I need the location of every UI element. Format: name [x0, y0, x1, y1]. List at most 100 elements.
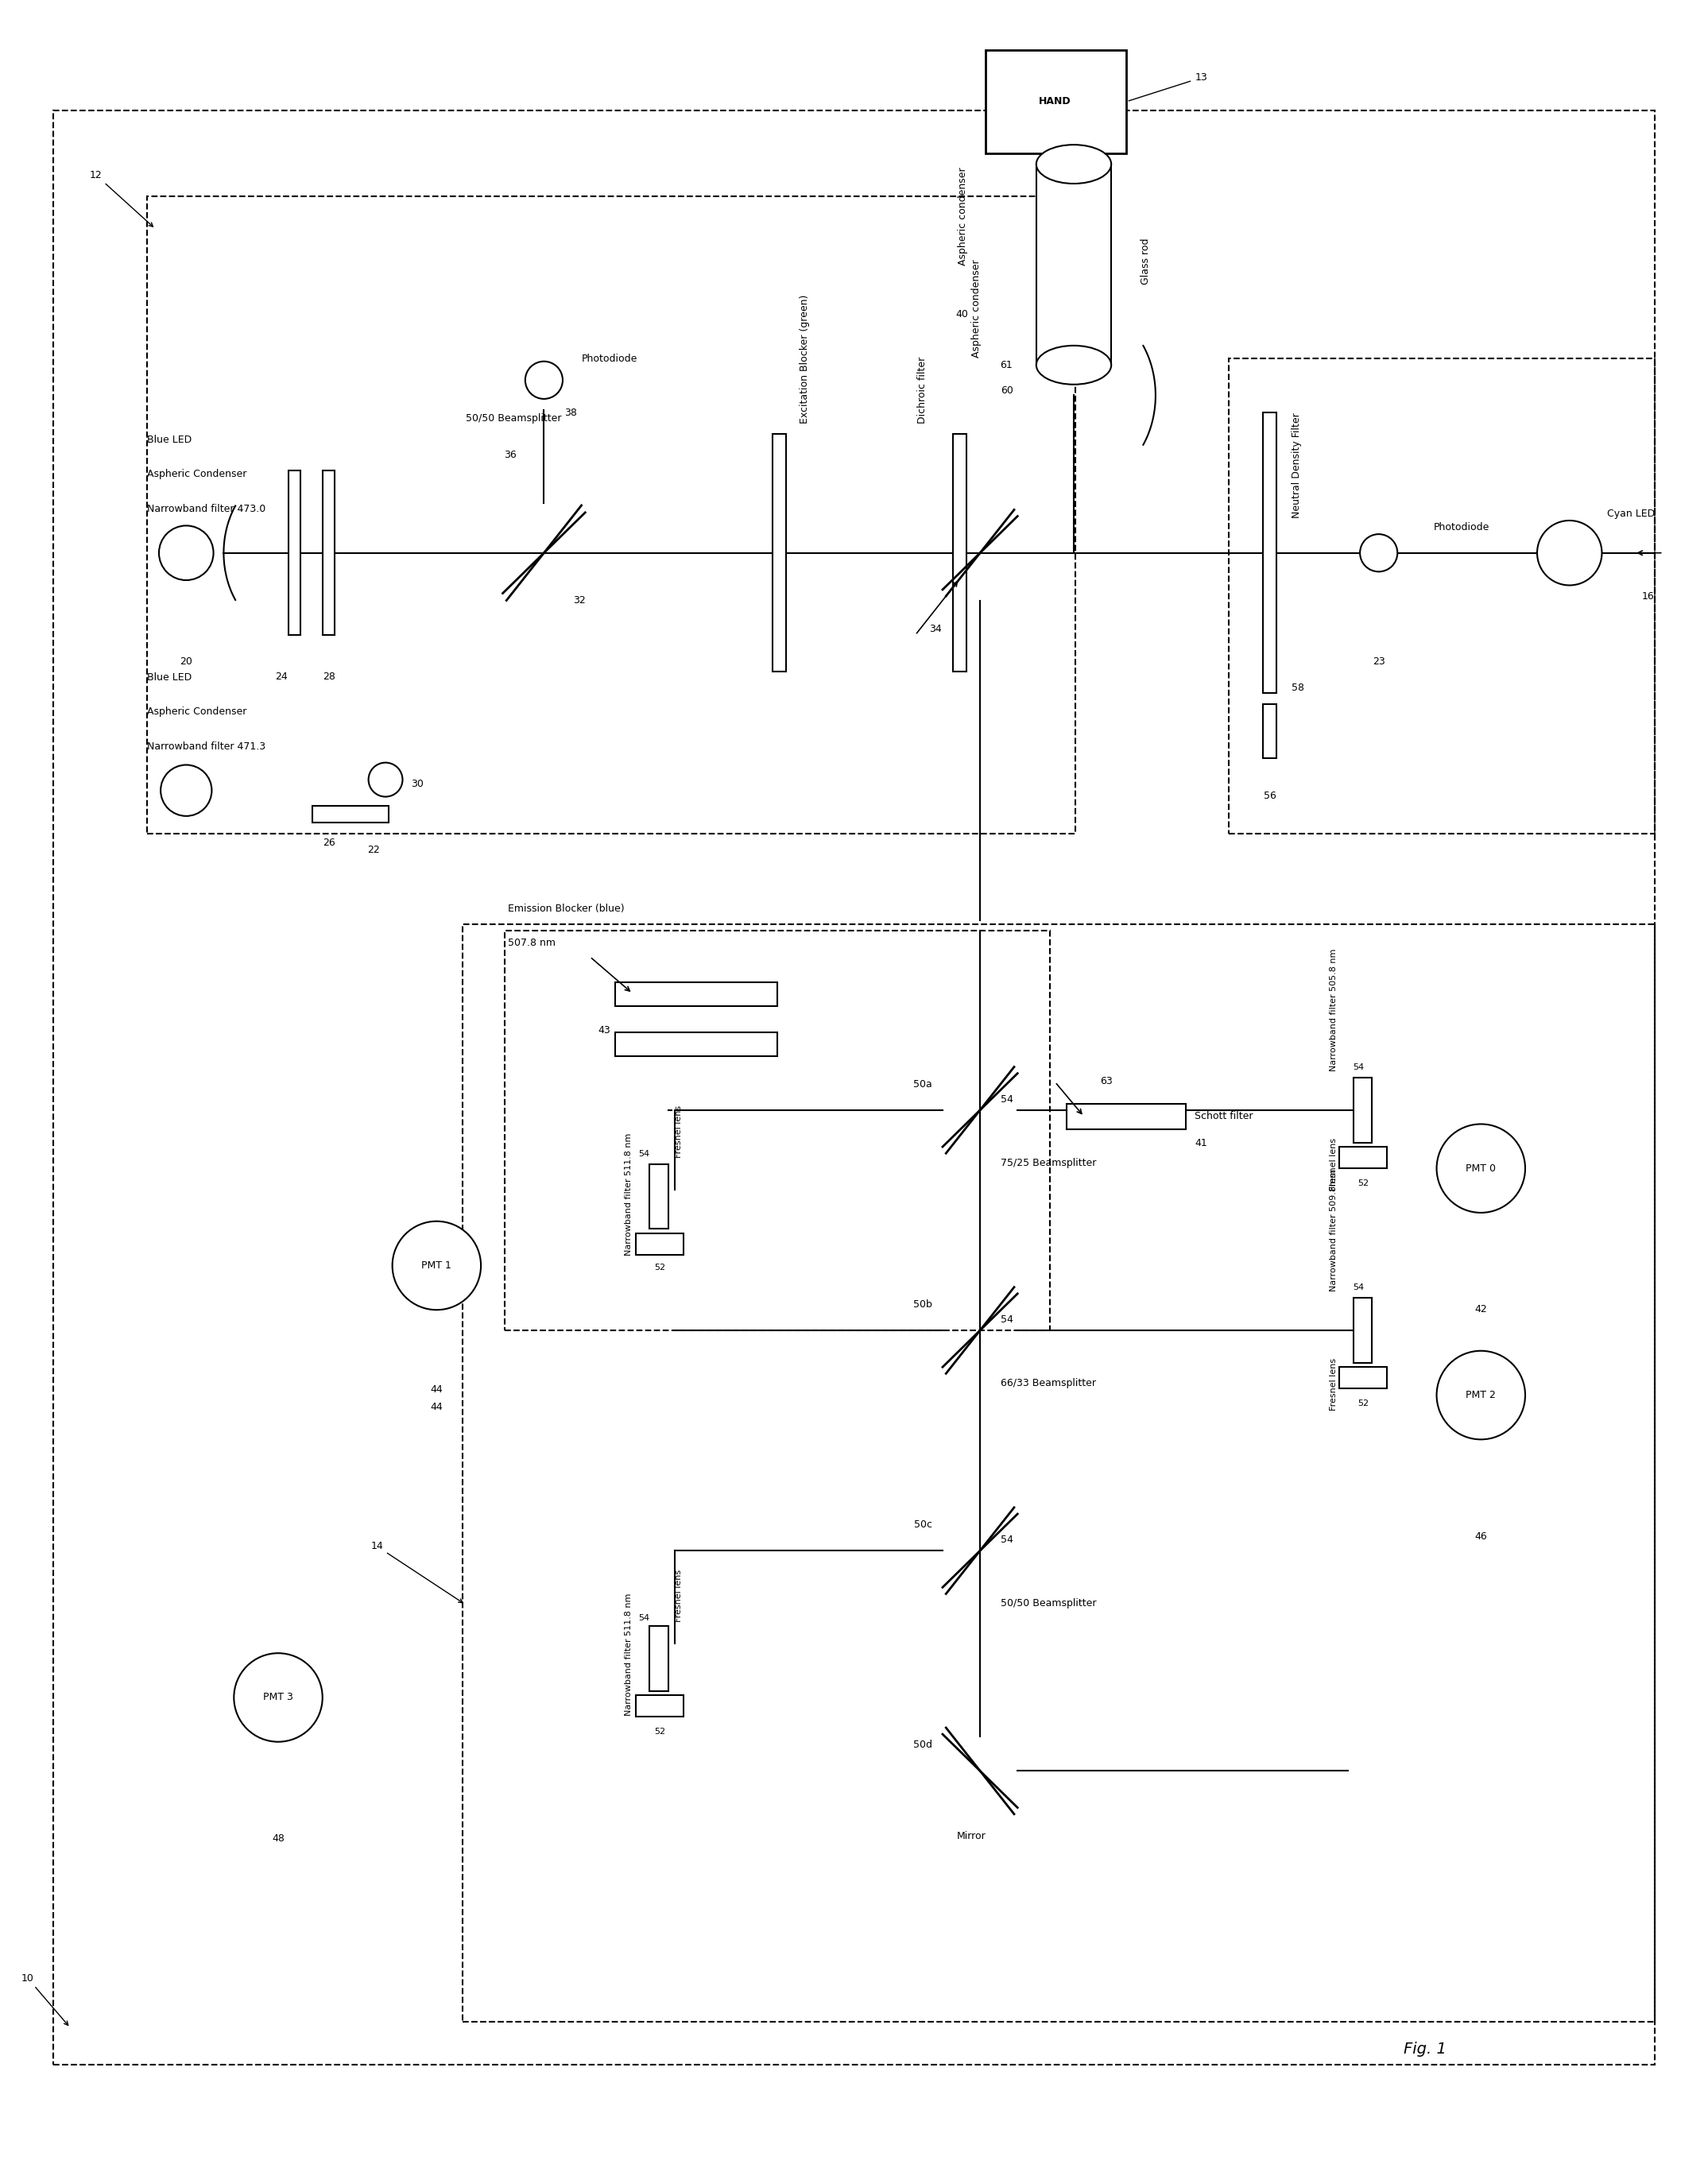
Text: PMT 2: PMT 2	[1465, 1389, 1496, 1400]
Text: 50d: 50d	[914, 1740, 933, 1751]
Text: Fresnel lens: Fresnel lens	[675, 1569, 683, 1621]
Text: Aspheric Condenser: Aspheric Condenser	[147, 708, 246, 716]
Text: Fresnel lens: Fresnel lens	[1331, 1138, 1337, 1190]
Text: 26: 26	[323, 837, 335, 848]
Text: 54: 54	[639, 1614, 649, 1621]
Bar	[147, 197, 1076, 833]
Text: 507.8 nm: 507.8 nm	[509, 937, 555, 948]
Text: 48: 48	[272, 1833, 285, 1844]
Bar	[635, 1233, 683, 1255]
Text: 28: 28	[323, 671, 335, 682]
Bar	[1339, 1147, 1387, 1169]
Text: 54: 54	[1001, 1095, 1013, 1104]
Text: Fresnel lens: Fresnel lens	[675, 1106, 683, 1158]
Text: 23: 23	[1373, 656, 1385, 667]
Bar	[649, 1625, 668, 1690]
Text: 13: 13	[1129, 74, 1208, 102]
Text: 60: 60	[1001, 385, 1013, 396]
Text: 24: 24	[275, 671, 289, 682]
Bar	[1068, 1104, 1185, 1130]
Text: 52: 52	[1358, 1179, 1370, 1188]
Bar	[649, 1164, 668, 1229]
Text: Aspheric condenser: Aspheric condenser	[972, 260, 982, 357]
Text: Glass rod: Glass rod	[1141, 238, 1151, 286]
Text: 10: 10	[22, 1974, 68, 2026]
Bar	[1262, 413, 1276, 692]
Text: 75/25 Beamsplitter: 75/25 Beamsplitter	[1001, 1158, 1097, 1169]
Circle shape	[524, 361, 562, 398]
Text: 54: 54	[1353, 1063, 1365, 1071]
Circle shape	[1436, 1350, 1525, 1439]
Text: Blue LED: Blue LED	[147, 435, 191, 446]
Bar	[1262, 703, 1276, 757]
Bar	[986, 50, 1127, 154]
Bar	[615, 1032, 777, 1056]
Text: 22: 22	[367, 844, 379, 855]
Text: Fig. 1: Fig. 1	[1404, 2043, 1447, 2058]
Text: Narrowband filter 511.8 nm: Narrowband filter 511.8 nm	[625, 1593, 632, 1716]
Text: 44: 44	[430, 1402, 442, 1411]
Text: 20: 20	[179, 656, 193, 667]
Text: PMT 3: PMT 3	[263, 1692, 294, 1703]
Text: 66/33 Beamsplitter: 66/33 Beamsplitter	[1001, 1378, 1097, 1387]
Circle shape	[1436, 1123, 1525, 1212]
Text: Photodiode: Photodiode	[1433, 522, 1489, 532]
Circle shape	[161, 764, 212, 816]
Bar	[313, 805, 389, 822]
Text: Blue LED: Blue LED	[147, 673, 191, 682]
Text: 43: 43	[598, 1026, 610, 1034]
Text: HAND: HAND	[1038, 97, 1071, 106]
Text: 44: 44	[430, 1385, 442, 1394]
Text: Mirror: Mirror	[956, 1831, 986, 1842]
Text: 50c: 50c	[914, 1519, 933, 1530]
Text: Aspheric condenser: Aspheric condenser	[958, 167, 968, 266]
Ellipse shape	[1037, 145, 1112, 184]
Circle shape	[1537, 522, 1602, 584]
Text: 61: 61	[999, 359, 1013, 370]
Text: 14: 14	[371, 1541, 463, 1604]
Bar	[506, 931, 1050, 1331]
Text: 52: 52	[1358, 1400, 1370, 1407]
Text: Narrowband filter 471.3: Narrowband filter 471.3	[147, 742, 265, 751]
Text: Dichroic filter: Dichroic filter	[917, 357, 927, 424]
Text: 63: 63	[1100, 1076, 1112, 1086]
Text: 38: 38	[564, 407, 577, 418]
Text: Narrowband filter 505.8 nm: Narrowband filter 505.8 nm	[1331, 948, 1337, 1071]
Text: 50b: 50b	[914, 1298, 933, 1309]
Text: 41: 41	[1194, 1138, 1208, 1149]
Text: 34: 34	[929, 623, 943, 634]
Bar	[1353, 1298, 1372, 1363]
Text: Fresnel lens: Fresnel lens	[1331, 1359, 1337, 1411]
Bar	[615, 982, 777, 1006]
Bar	[772, 435, 786, 671]
Text: Narrowband filter 473.0: Narrowband filter 473.0	[147, 504, 266, 515]
Bar	[953, 435, 967, 671]
Bar	[1353, 1078, 1372, 1143]
Bar	[1339, 1368, 1387, 1389]
Circle shape	[1360, 535, 1397, 571]
Text: Narrowband filter 511.8 nm: Narrowband filter 511.8 nm	[625, 1134, 632, 1255]
Text: 40: 40	[955, 309, 968, 320]
Text: Photodiode: Photodiode	[581, 353, 637, 364]
Text: 52: 52	[654, 1264, 666, 1272]
Text: 50/50 Beamsplitter: 50/50 Beamsplitter	[1001, 1599, 1097, 1608]
Text: Narrowband filter 509.8lnm: Narrowband filter 509.8lnm	[1331, 1169, 1337, 1292]
Text: 12: 12	[89, 169, 154, 227]
Text: PMT 0: PMT 0	[1465, 1164, 1496, 1173]
Bar	[1037, 164, 1112, 366]
Text: 46: 46	[1474, 1532, 1488, 1541]
Text: Neutral Density Filter: Neutral Density Filter	[1291, 413, 1301, 517]
Text: Excitation Blocker (green): Excitation Blocker (green)	[799, 294, 810, 424]
Text: 50/50 Beamsplitter: 50/50 Beamsplitter	[465, 413, 562, 424]
Text: 30: 30	[412, 779, 424, 790]
Text: Cyan LED: Cyan LED	[1607, 509, 1655, 519]
Text: 56: 56	[1264, 790, 1276, 801]
Text: 36: 36	[504, 450, 516, 461]
Text: 42: 42	[1474, 1305, 1488, 1316]
Text: 54: 54	[1353, 1283, 1365, 1292]
Text: 54: 54	[639, 1149, 649, 1158]
Text: 52: 52	[654, 1727, 666, 1736]
Text: Schott filter: Schott filter	[1194, 1112, 1254, 1121]
Bar	[635, 1694, 683, 1716]
Circle shape	[393, 1220, 482, 1309]
